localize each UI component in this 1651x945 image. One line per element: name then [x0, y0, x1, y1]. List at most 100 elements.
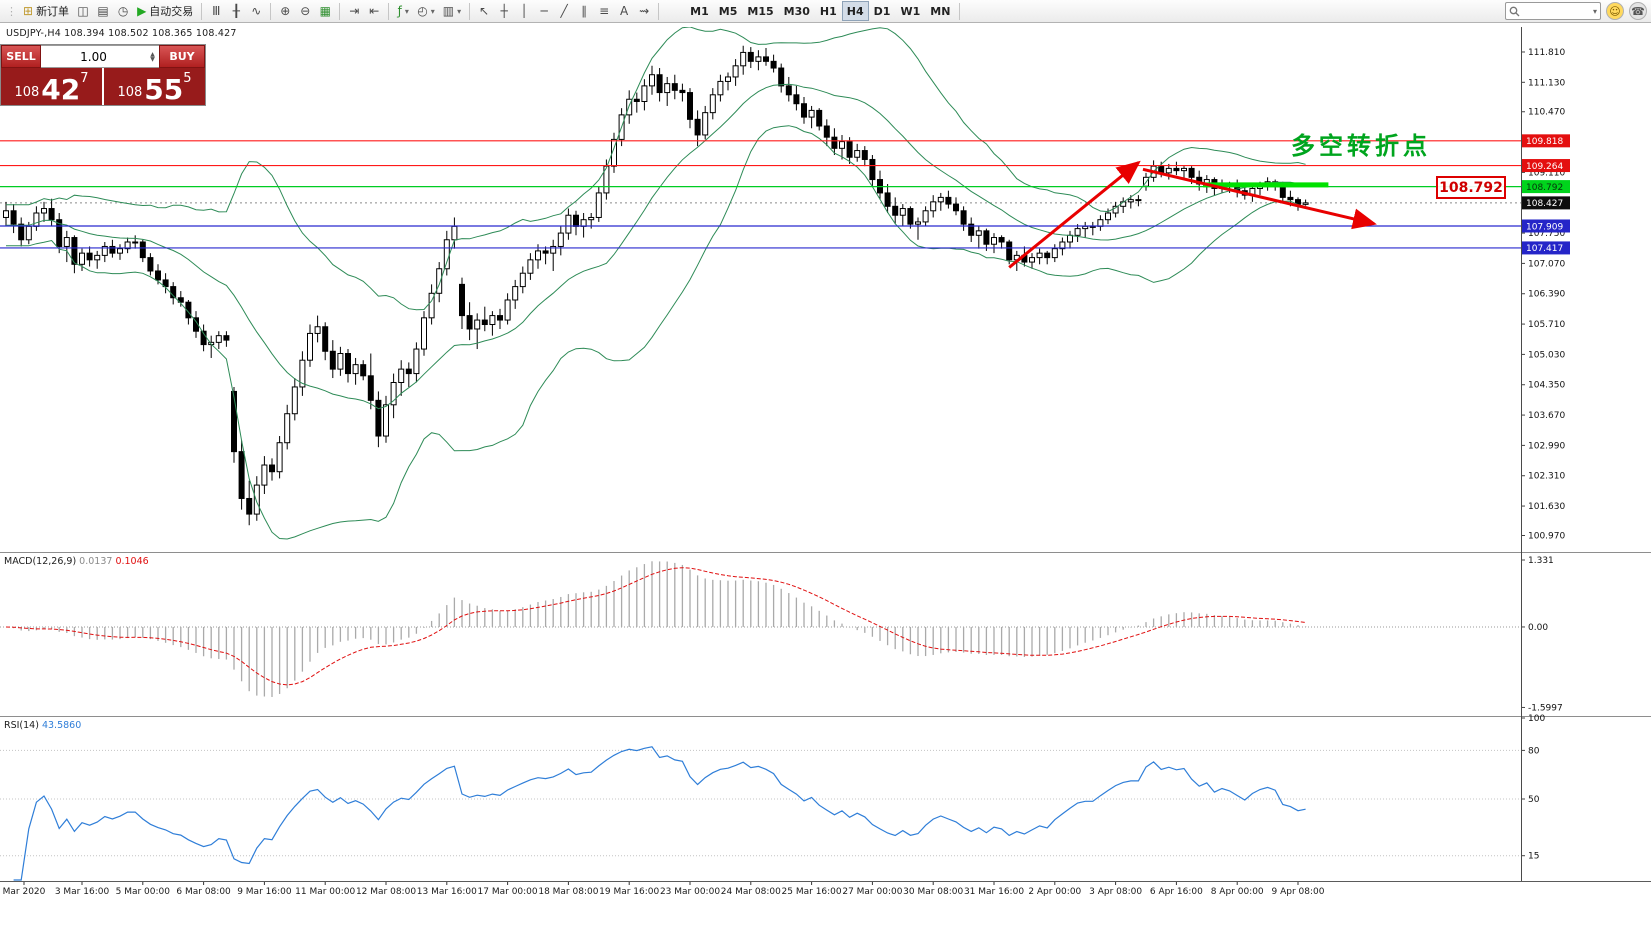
svg-text:102.990: 102.990: [1528, 441, 1565, 451]
bull-trend-arrow[interactable]: [1008, 160, 1141, 269]
svg-text:109.264: 109.264: [1526, 162, 1563, 172]
spin-up-icon[interactable]: ▲: [150, 50, 155, 58]
svg-text:31 Mar 16:00: 31 Mar 16:00: [964, 887, 1024, 897]
autotrading-button-label: 自动交易: [149, 4, 194, 18]
channel-button[interactable]: ∥: [574, 1, 594, 21]
zoom-out-button[interactable]: ⊖: [295, 1, 315, 21]
timeframe-m30-button[interactable]: M30: [779, 1, 815, 21]
search-icon: [1509, 6, 1520, 16]
zoom-out-icon: ⊖: [300, 4, 311, 18]
svg-text:105.030: 105.030: [1528, 350, 1565, 360]
buy-button[interactable]: BUY: [159, 45, 205, 68]
svg-text:110.470: 110.470: [1528, 108, 1565, 118]
chart-shift-button[interactable]: ⇤: [364, 1, 384, 21]
community-button[interactable]: ☺: [1606, 2, 1624, 20]
line-chart-button[interactable]: ∿: [246, 1, 266, 21]
timeframe-m5-button[interactable]: M5: [714, 1, 743, 21]
timeframe-h1-button[interactable]: H1: [815, 1, 842, 21]
bars-chart-button[interactable]: Ⅲ: [206, 1, 226, 21]
svg-text:111.130: 111.130: [1528, 78, 1565, 88]
chart-annotation-text[interactable]: 多空转折点: [1291, 132, 1431, 160]
toolbar-group-timeframes: M1 M5 M15 M30 H1 H4 D1 W1 MN: [685, 1, 955, 21]
search-input[interactable]: [1522, 4, 1591, 18]
buy-price-prefix: 108: [117, 85, 143, 100]
buy-price-sup: 5: [183, 71, 192, 86]
sell-price-display[interactable]: 108 42 7: [1, 68, 102, 105]
timeframe-h4-button[interactable]: H4: [841, 1, 869, 21]
crosshair-icon: ┼: [500, 4, 508, 18]
timeframe-m30-button-label: M30: [783, 4, 810, 18]
cursor-button[interactable]: ↖: [474, 1, 494, 21]
price-scale[interactable]: 111.810111.130110.470109.790109.110108.4…: [1522, 48, 1565, 542]
periods-button[interactable]: ◴ ▾: [413, 1, 439, 21]
new-order-button[interactable]: ⊞ 新订单: [19, 1, 73, 21]
chevron-down-icon: ▾: [1592, 6, 1597, 16]
candlestick-icon: ╂: [232, 4, 240, 18]
play-icon: ▶: [137, 4, 147, 18]
arrow-symbol-icon: ⇝: [639, 4, 650, 18]
spin-down-icon[interactable]: ▼: [150, 55, 155, 63]
svg-text:23 Mar 00:00: 23 Mar 00:00: [660, 887, 720, 897]
rsi-line: [13, 746, 1306, 881]
sell-price-big: 42: [41, 73, 81, 107]
zoom-in-icon: ⊕: [280, 4, 291, 18]
toolbar-group-indicators: ƒ ▾ ◴ ▾ ▥ ▾: [393, 1, 465, 21]
market-watch-button[interactable]: ▤: [93, 1, 113, 21]
buy-price-display[interactable]: 108 55 5: [104, 68, 205, 105]
crosshair-button[interactable]: ┼: [494, 1, 514, 21]
support-button[interactable]: ☎: [1629, 2, 1647, 20]
indicators-button[interactable]: ƒ ▾: [393, 1, 413, 21]
svg-text:108.792: 108.792: [1526, 183, 1563, 193]
template-menu-button[interactable]: ▥ ▾: [439, 1, 465, 21]
toolbar-separator: [959, 2, 961, 20]
trendline-button[interactable]: ╱: [554, 1, 574, 21]
toolbar-separator: [658, 2, 660, 20]
fibonacci-button[interactable]: ≡: [594, 1, 614, 21]
svg-text:103.670: 103.670: [1528, 411, 1565, 421]
timeframe-m15-button[interactable]: M15: [742, 1, 778, 21]
vertical-line-button[interactable]: │: [514, 1, 534, 21]
horizontal-line-button[interactable]: ─: [534, 1, 554, 21]
chart-canvas[interactable]: 111.810111.130110.470109.790109.110108.4…: [0, 23, 1651, 945]
lot-size-field: ▲ ▼: [41, 45, 159, 68]
timeframe-m1-button-label: M1: [690, 4, 709, 18]
svg-text:30 Mar 08:00: 30 Mar 08:00: [903, 887, 963, 897]
bear-trend-arrow[interactable]: [1142, 167, 1377, 230]
arrows-button[interactable]: ⇝: [634, 1, 654, 21]
sell-button[interactable]: SELL: [1, 45, 41, 68]
autoscroll-button[interactable]: ⇥: [344, 1, 364, 21]
price-annotation-box[interactable]: 108.792: [1436, 176, 1506, 199]
symbol-search-box[interactable]: ▾: [1505, 2, 1601, 20]
lot-size-input[interactable]: [41, 48, 146, 65]
timeframe-h4-button-label: H4: [846, 4, 864, 18]
chevron-down-icon: ▾: [404, 6, 409, 16]
timeframe-d1-button[interactable]: D1: [869, 1, 896, 21]
svg-text:106.390: 106.390: [1528, 290, 1565, 300]
text-button[interactable]: A: [614, 1, 634, 21]
autotrading-button[interactable]: ▶ 自动交易: [133, 1, 197, 21]
clock-icon: ◴: [417, 4, 428, 18]
svg-text:-1.5997: -1.5997: [1528, 703, 1563, 713]
grid-icon: ▦: [319, 4, 331, 18]
svg-text:108.427: 108.427: [1526, 199, 1563, 209]
timeframe-w1-button[interactable]: W1: [895, 1, 925, 21]
toolbar-group-chart-type: Ⅲ ╂ ∿: [206, 1, 266, 21]
svg-text:100.970: 100.970: [1528, 531, 1565, 541]
svg-text:11 Mar 00:00: 11 Mar 00:00: [295, 887, 355, 897]
charts-button[interactable]: ◫: [73, 1, 93, 21]
candles-chart-button[interactable]: ╂: [226, 1, 246, 21]
svg-text:107.909: 107.909: [1526, 222, 1563, 232]
alerts-button[interactable]: ◷: [113, 1, 133, 21]
time-scale[interactable]: Mar 2020 3 Mar 16:00 5 Mar 00:00 6 Mar 08:0…: [3, 882, 1325, 897]
cursor-icon: ↖: [479, 4, 490, 18]
svg-text:0.00: 0.00: [1528, 623, 1548, 633]
zoom-in-button[interactable]: ⊕: [275, 1, 295, 21]
timeframe-mn-button[interactable]: MN: [925, 1, 955, 21]
svg-text:19 Mar 16:00: 19 Mar 16:00: [599, 887, 659, 897]
symbol-ohlc-label: USDJPY-,H4 108.394 108.502 108.365 108.4…: [6, 28, 237, 39]
timeframe-m1-button[interactable]: M1: [685, 1, 714, 21]
templates-button[interactable]: ▦: [315, 1, 335, 21]
chevron-down-icon: ▾: [430, 6, 435, 16]
toolbar-group-scroll: ⇥ ⇤: [344, 1, 384, 21]
